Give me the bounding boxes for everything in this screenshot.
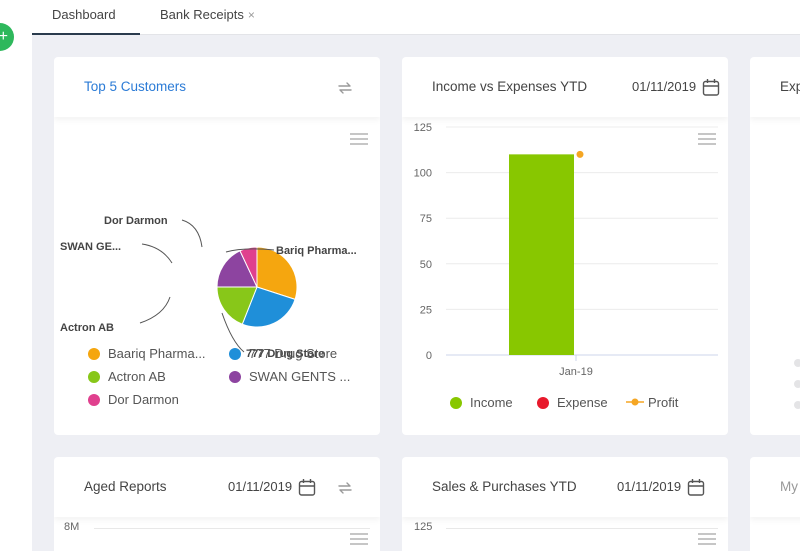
legend-item[interactable]: Profit <box>626 395 678 410</box>
legend-item[interactable]: Dor Darmon <box>88 392 179 407</box>
bar-chart: 0 25 50 75 100 125 Jan-19 <box>414 122 718 378</box>
card-title: Sales & Purchases YTD <box>432 479 577 494</box>
chart-menu-icon[interactable] <box>698 533 716 547</box>
gridline <box>94 528 370 529</box>
card-header: Aged Reports 01/11/2019 <box>54 457 380 517</box>
legend-label: SWAN GENTS ... <box>249 369 351 384</box>
x-tick-label: Jan-19 <box>559 366 593 378</box>
pie-label: Actron AB <box>60 322 114 334</box>
refresh-icon[interactable] <box>336 79 354 97</box>
pie-chart: Bariq Pharma... 777 Drug Store Actron AB… <box>60 215 357 360</box>
sales-purchases-card: Sales & Purchases YTD 01/11/2019 125 <box>402 457 728 551</box>
my-card: My <box>750 457 800 551</box>
profit-line-icon <box>626 398 644 406</box>
legend-item[interactable]: Expense <box>537 395 608 410</box>
add-button[interactable]: + <box>0 23 14 51</box>
chart-menu-icon[interactable] <box>698 133 716 147</box>
pie-label: Dor Darmon <box>104 215 168 227</box>
pie-slice[interactable] <box>216 250 258 288</box>
tab-label: Dashboard <box>52 7 116 22</box>
pie-slice[interactable] <box>256 246 298 300</box>
pie-slice[interactable] <box>241 286 296 328</box>
tab-bank-receipts[interactable]: Bank Receipts × <box>160 0 280 35</box>
card-title: Income vs Expenses YTD <box>432 79 588 94</box>
y-tick-label: 0 <box>426 350 432 362</box>
card-header: Top 5 Customers <box>54 57 380 117</box>
gridline <box>446 528 718 529</box>
legend-label: Profit <box>648 395 679 410</box>
card-header: Sales & Purchases YTD 01/11/2019 <box>402 457 728 517</box>
tab-label: Bank Receipts <box>160 7 244 22</box>
legend-dot <box>229 348 241 360</box>
legend-item[interactable]: 777 Drug Store <box>229 346 337 361</box>
y-tick-label: 50 <box>420 259 432 271</box>
legend-item[interactable]: SWAN GENTS ... <box>229 369 350 384</box>
aged-reports-card: Aged Reports 01/11/2019 8M <box>54 457 380 551</box>
y-tick-label: 125 <box>414 122 432 134</box>
card-title[interactable]: Top 5 Customers <box>84 79 187 94</box>
y-tick-label: 100 <box>414 168 432 180</box>
tab-bar: Dashboard Bank Receipts × <box>32 0 800 35</box>
profit-point[interactable] <box>576 150 584 158</box>
legend-item[interactable]: Income <box>450 395 513 410</box>
pie-label: 777 Drug Store <box>246 348 324 360</box>
legend-dot <box>88 394 100 406</box>
legend-item[interactable]: Baariq Pharma... <box>88 346 206 361</box>
legend-dot <box>450 397 462 409</box>
axis-tick: 8M <box>64 521 80 533</box>
legend-label: Actron AB <box>108 369 166 384</box>
pie-slice[interactable] <box>239 246 258 288</box>
legend-label: Dor Darmon <box>108 392 179 407</box>
date-label[interactable]: 01/11/2019 <box>617 479 682 494</box>
card-title: My <box>780 479 798 494</box>
legend-dot <box>88 371 100 383</box>
card-title: Aged Reports <box>84 479 167 494</box>
legend-label: Expense <box>557 395 608 410</box>
pie-label: SWAN GE... <box>60 241 121 253</box>
legend-label: Income <box>470 395 513 410</box>
legend-dot <box>88 348 100 360</box>
legend-dot <box>537 397 549 409</box>
chart-menu-icon[interactable] <box>350 133 368 147</box>
axis-tick: 125 <box>414 521 433 533</box>
card-header: My <box>750 457 800 517</box>
pie-label: Bariq Pharma... <box>276 245 357 257</box>
calendar-icon[interactable] <box>298 478 316 497</box>
legend-item[interactable]: Actron AB <box>88 369 166 384</box>
close-icon[interactable]: × <box>247 8 255 22</box>
calendar-icon[interactable] <box>702 78 720 97</box>
y-tick-label: 75 <box>420 213 432 225</box>
legend-label: Baariq Pharma... <box>108 346 206 361</box>
card-header: Income vs Expenses YTD 01/11/2019 <box>402 57 728 117</box>
legend-label: 777 Drug Store <box>249 346 338 361</box>
top-customers-card: Top 5 Customers Bariq Pharma... 777 Drug… <box>54 57 380 435</box>
date-label[interactable]: 01/11/2019 <box>228 479 293 494</box>
refresh-icon[interactable] <box>336 479 354 497</box>
loading-dots <box>794 359 800 422</box>
income-bar[interactable] <box>509 154 574 355</box>
legend-dot <box>229 371 241 383</box>
tab-dashboard[interactable]: Dashboard <box>32 0 140 35</box>
calendar-icon[interactable] <box>687 478 705 497</box>
pie-slice[interactable] <box>216 286 258 325</box>
income-expenses-card: Income vs Expenses YTD 01/11/2019 0 25 50 7… <box>402 57 728 435</box>
card-header: Exp <box>750 57 800 117</box>
date-label[interactable]: 01/11/2019 <box>632 79 697 94</box>
chart-menu-icon[interactable] <box>350 533 368 547</box>
left-rail: + <box>0 0 32 551</box>
y-tick-label: 25 <box>420 304 432 316</box>
card-title: Exp <box>780 79 800 94</box>
expenses-card: Exp <box>750 57 800 435</box>
